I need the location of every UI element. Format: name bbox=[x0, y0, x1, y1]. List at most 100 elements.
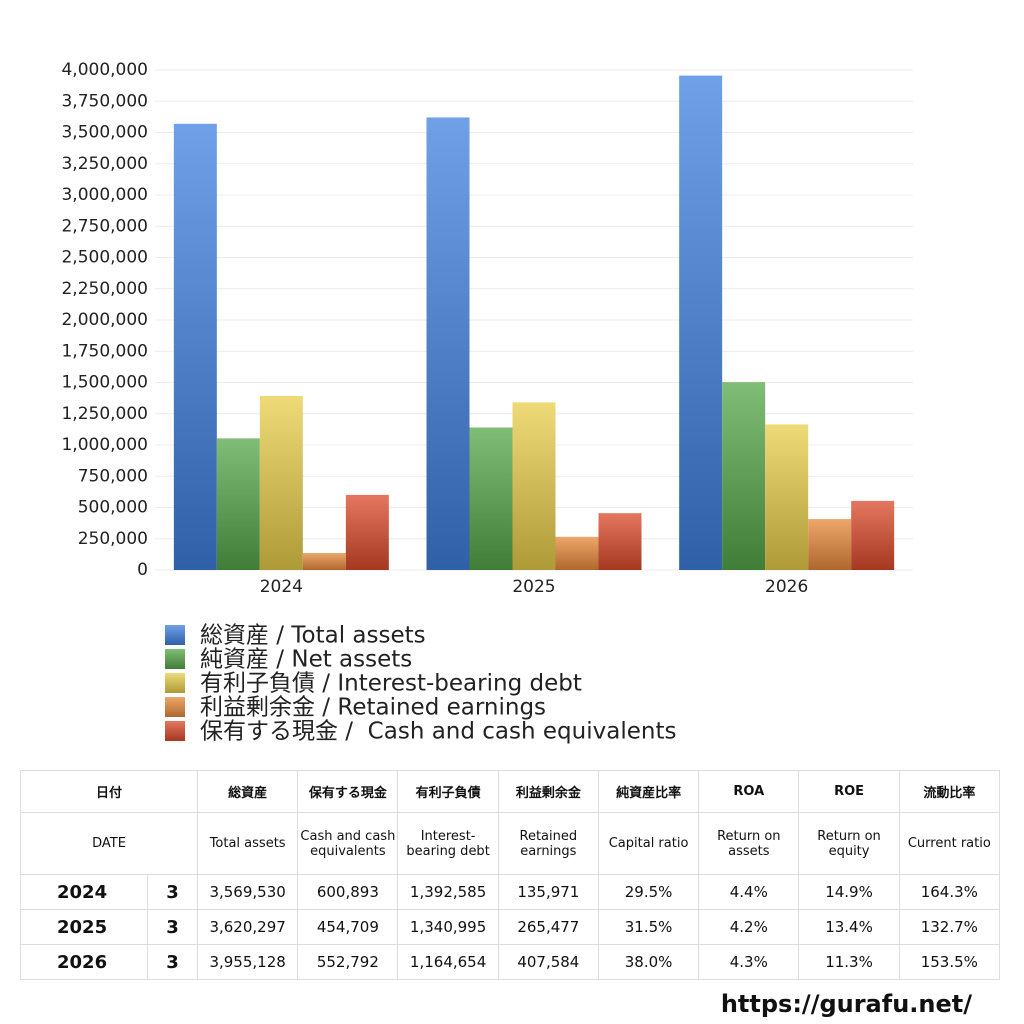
table-cell: Retained earnings bbox=[497, 812, 599, 875]
bar bbox=[259, 395, 303, 570]
y-tick-label: 4,000,000 bbox=[61, 60, 148, 80]
table-cell: 流動比率 bbox=[898, 770, 1001, 813]
y-tick-label: 750,000 bbox=[78, 466, 148, 486]
bar bbox=[679, 75, 723, 570]
table-cell: 29.5% bbox=[597, 874, 700, 910]
bar bbox=[555, 536, 599, 570]
y-tick-label: 2,250,000 bbox=[61, 279, 148, 299]
y-tick-label: 3,750,000 bbox=[61, 91, 148, 111]
table-cell: Return on assets bbox=[698, 812, 800, 875]
table-cell: 1,164,654 bbox=[397, 944, 499, 980]
bar bbox=[469, 427, 513, 570]
table-cell: 14.9% bbox=[798, 874, 900, 910]
data-table: 日付 総資産 保有する現金 有利子負債 利益剰余金 純資産比率 ROA ROE 流動比率 DATE… bbox=[19, 770, 1001, 980]
legend-label: 有利子負債 / Interest-bearing debt bbox=[200, 671, 582, 697]
table-cell: 保有する現金 bbox=[297, 770, 399, 813]
table-cell: 3,569,530 bbox=[197, 874, 299, 910]
table-cell: 153.5% bbox=[898, 944, 1001, 980]
table-row: 2024 3 3,569,530 600,893 1,392,585 135,971 29.… bbox=[20, 874, 1001, 910]
legend-label: 保有する現金 / Cash and cash equivalents bbox=[200, 719, 676, 745]
table-cell: ROE bbox=[798, 770, 900, 813]
legend-swatch bbox=[165, 721, 185, 741]
legend-swatch bbox=[165, 649, 185, 669]
table-cell: 3,955,128 bbox=[197, 944, 299, 980]
table-cell: Return on equity bbox=[798, 812, 900, 875]
table-cell: 552,792 bbox=[297, 944, 399, 980]
bar bbox=[851, 500, 895, 570]
table-cell: 4.3% bbox=[698, 944, 800, 980]
table-cell: 454,709 bbox=[297, 909, 399, 945]
y-tick-label: 1,750,000 bbox=[61, 341, 148, 361]
y-tick-label: 1,500,000 bbox=[61, 373, 148, 393]
y-tick-label: 1,250,000 bbox=[61, 404, 148, 424]
table-cell: Total assets bbox=[197, 812, 299, 875]
legend-label: 総資産 / Total assets bbox=[200, 623, 426, 649]
bar bbox=[216, 438, 260, 570]
bar bbox=[808, 519, 852, 570]
y-tick-label: 3,250,000 bbox=[61, 154, 148, 174]
table-cell: 有利子負債 bbox=[397, 770, 499, 813]
y-tick-label: 500,000 bbox=[78, 498, 148, 518]
table-cell: 38.0% bbox=[597, 944, 700, 980]
table-cell: Cash and cash equivalents bbox=[297, 812, 399, 875]
table-cell: 132.7% bbox=[898, 909, 1001, 945]
legend-swatch bbox=[165, 697, 185, 717]
y-tick-label: 3,500,000 bbox=[61, 123, 148, 143]
table-cell: 1,340,995 bbox=[397, 909, 499, 945]
table-cell: 135,971 bbox=[497, 874, 599, 910]
chart: 0 250,000 500,000 750,000 1,000,000 1,250,000… bbox=[61, 60, 913, 745]
y-tick-label: 1,000,000 bbox=[61, 435, 148, 455]
bar bbox=[722, 382, 766, 570]
legend-label: 純資産 / Net assets bbox=[200, 647, 412, 673]
table-cell: 1,392,585 bbox=[397, 874, 499, 910]
table-cell: 4.2% bbox=[698, 909, 800, 945]
table-cell: 3 bbox=[146, 909, 199, 945]
bar bbox=[598, 513, 642, 570]
table-cell: 利益剰余金 bbox=[497, 770, 599, 813]
table-cell: 日付 bbox=[19, 770, 199, 813]
table-row: 2025 3 3,620,297 454,709 1,340,995 265,477 31.… bbox=[20, 909, 1001, 945]
table-cell: 純資産比率 bbox=[597, 770, 700, 813]
table-cell: 13.4% bbox=[798, 909, 900, 945]
bar bbox=[512, 402, 556, 570]
table-cell: 600,893 bbox=[297, 874, 399, 910]
y-tick-label: 3,000,000 bbox=[61, 185, 148, 205]
table-cell: DATE bbox=[19, 812, 199, 875]
table-cell: Capital ratio bbox=[597, 812, 700, 875]
table-cell: 3 bbox=[146, 874, 199, 910]
footer-url: https://gurafu.net/ bbox=[720, 990, 972, 1018]
table-row: 2026 3 3,955,128 552,792 1,164,654 407,584 38.… bbox=[20, 944, 1001, 980]
bar bbox=[426, 117, 470, 570]
bar bbox=[345, 494, 389, 570]
table-cell: 11.3% bbox=[798, 944, 900, 980]
y-tick-label: 0 bbox=[137, 560, 148, 580]
table-cell: 2024 bbox=[20, 874, 148, 910]
bar bbox=[173, 123, 217, 570]
y-tick-label: 2,750,000 bbox=[61, 216, 148, 236]
legend-swatch bbox=[165, 673, 185, 693]
y-tick-label: 250,000 bbox=[78, 529, 148, 549]
y-tick-label: 2,000,000 bbox=[61, 310, 148, 330]
x-tick-label: 2024 bbox=[260, 577, 303, 597]
table-cell: 2025 bbox=[20, 909, 148, 945]
x-tick-label: 2025 bbox=[512, 577, 555, 597]
table-cell: 407,584 bbox=[497, 944, 599, 980]
y-tick-label: 2,500,000 bbox=[61, 248, 148, 268]
table-cell: Current ratio bbox=[898, 812, 1001, 875]
table-row: DATE Total assets Cash and cash equivalent… bbox=[19, 812, 1001, 875]
table-cell: 164.3% bbox=[898, 874, 1001, 910]
table-cell: 3,620,297 bbox=[197, 909, 299, 945]
table-row: 日付 総資産 保有する現金 有利子負債 利益剰余金 純資産比率 ROA ROE 流動比率 bbox=[19, 770, 1001, 813]
bar bbox=[765, 424, 809, 570]
table-cell: 31.5% bbox=[597, 909, 700, 945]
table-cell: 4.4% bbox=[698, 874, 800, 910]
table-cell: 265,477 bbox=[497, 909, 599, 945]
table-cell: ROA bbox=[698, 770, 800, 813]
table-cell: Interest-bearing debt bbox=[397, 812, 499, 875]
table-cell: 2026 bbox=[20, 944, 148, 980]
legend-swatch bbox=[165, 625, 185, 645]
table-cell: 3 bbox=[146, 944, 199, 980]
legend-label: 利益剰余金 / Retained earnings bbox=[200, 695, 546, 721]
x-tick-label: 2026 bbox=[765, 577, 808, 597]
